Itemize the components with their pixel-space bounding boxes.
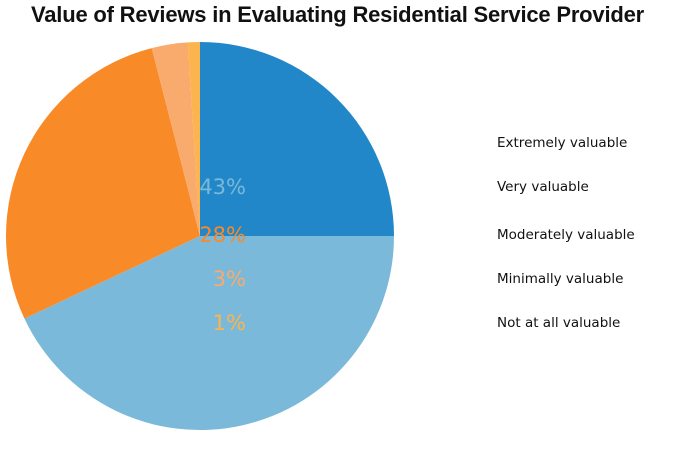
legend-percent: 1% [212,311,246,335]
legend-label: Extremely valuable [497,135,628,151]
pie-slice-not-at-all-valuable [187,41,200,236]
legend-percent: 25% [199,131,246,155]
legend-label: Minimally valuable [497,271,624,287]
legend-label: Moderately valuable [497,227,635,243]
pie-slice-very-valuable [24,236,395,431]
pie-slice-moderately-valuable [5,48,200,319]
legend-percent: 28% [199,223,246,247]
chart-title: Value of Reviews in Evaluating Residenti… [31,2,644,27]
pie-slice-minimally-valuable [151,42,200,236]
pie-slice-extremely-valuable [200,42,394,236]
legend-label: Not at all valuable [497,315,621,331]
legend-percent: 3% [212,267,246,291]
legend-label: Very valuable [497,179,589,195]
legend-percent: 43% [199,175,246,199]
